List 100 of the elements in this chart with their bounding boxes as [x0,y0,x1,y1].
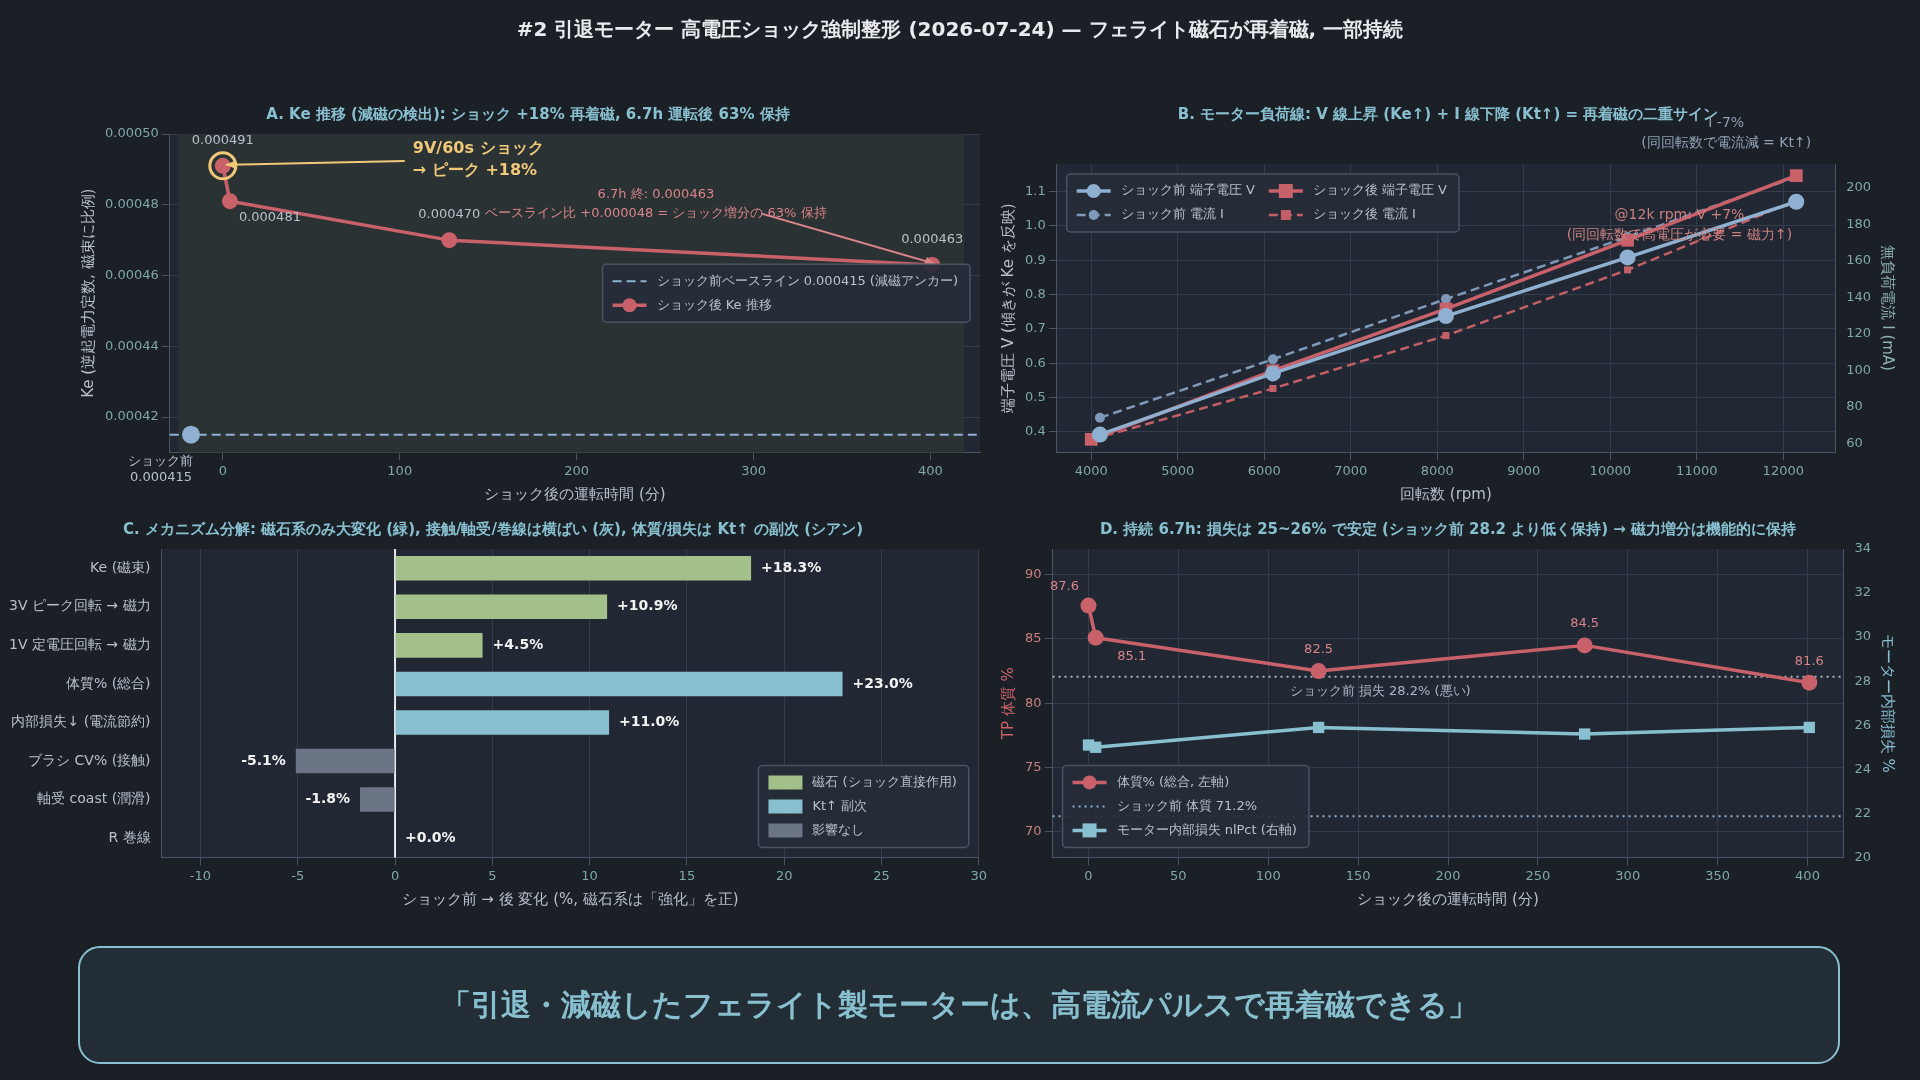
data-label: -5.1% [241,751,286,768]
x-tick-label: 5 [488,867,497,883]
x-tick-label: 400 [1795,867,1820,883]
y2-tick-label: 24 [1854,760,1871,776]
legend-label: モーター内部損失 nlPct (右軸) [1116,821,1297,837]
y-tick-label: 0.8 [1024,285,1046,301]
data-label: ショック前 0.000415 [128,452,194,484]
x-axis-title: 回転数 (rpm) [1400,484,1492,503]
data-label: 85.1 [1117,647,1147,663]
point [1312,721,1325,734]
point [1091,426,1108,443]
y-tick-label: 0.6 [1024,354,1046,370]
point [1442,332,1450,340]
x-tick-label: 30 [970,867,987,883]
x-tick-label: 50 [1170,867,1187,883]
y-tick-label: Ke (磁束) [90,558,151,575]
legend-label: Kt↑ 副次 [812,797,868,813]
x-tick-label: 12000 [1762,462,1804,478]
x-tick-label: 5000 [1161,462,1195,478]
legend-label: ショック後 電流 I [1312,206,1416,222]
x-tick-label: 8000 [1420,462,1454,478]
x-axis-title: ショック後の運転時間 (分) [1357,889,1539,908]
point [1578,728,1591,740]
y-tick-label: 90 [1025,566,1042,582]
legend-label: ショック後 端子電圧 V [1312,182,1448,198]
y-tick-label: 1.1 [1024,182,1046,198]
point [1087,629,1104,646]
y-tick-label: 0.00048 [104,196,159,212]
x-tick-label: 300 [741,462,766,478]
bar [295,748,395,774]
annotation: 9V/60s ショック → ピーク +18% [412,138,544,180]
x-tick-label: 15 [678,867,696,883]
y-tick-label: 軸受 coast (潤滑) [37,790,151,807]
y2-tick-label: 34 [1854,540,1871,556]
x-tick-label: 200 [1435,867,1461,883]
point [1269,384,1277,393]
x-tick-label: 20 [775,867,793,883]
y-tick-label: 0.00046 [104,266,159,282]
y-tick-label: R 巻線 [108,828,151,845]
bar [395,710,610,735]
x-tick-label: 9000 [1507,462,1541,478]
chart-title: A. Ke 推移 (減磁の検出): ショック +18% 再着磁, 6.7h 運転後 63% 保持 [266,104,790,123]
point [221,193,238,210]
x-axis-title: ショック前 → 後 変化 (%, 磁石系は「強化」を正) [401,889,739,908]
bar [360,787,395,812]
data-label: +4.5% [492,636,544,653]
y2-tick-label: 26 [1854,716,1871,732]
x-axis-title: ショック後の運転時間 (分) [484,484,666,503]
data-label: 87.6 [1050,577,1079,593]
y-tick-label: 0.00050 [104,125,159,141]
y-axis-title: TP 体質 % [998,667,1017,741]
y2-tick-label: 30 [1854,628,1871,644]
annotation: 6.7h 終: 0.000463 ベースライン比 +0.000048 = ショック増分の 63% 保持 [485,185,827,220]
y-tick-label: ブラシ CV% (接触) [28,751,151,768]
y-tick-label: 0.4 [1024,423,1046,439]
y-tick-label: 1.0 [1024,217,1046,233]
point [1080,597,1097,614]
y2-axis-title: モーター内部損失 % [1879,633,1898,773]
x-tick-label: 100 [1255,867,1281,883]
point [1090,741,1102,753]
point [1094,412,1105,423]
data-label: 84.5 [1570,615,1600,631]
y2-tick-label: 80 [1846,398,1863,414]
x-tick-label: 10000 [1589,462,1631,478]
x-tick-label: -5 [291,867,305,883]
point [441,232,458,249]
x-tick-label: 200 [564,462,590,478]
point [1624,266,1632,274]
x-tick-label: 300 [1615,867,1641,883]
ref-line-label: ショック前 損失 28.2% (悪い) [1289,682,1471,698]
data-label: 0.000470 [418,206,481,222]
x-tick-label: 350 [1705,867,1731,883]
point [1310,663,1327,680]
data-label: +23.0% [852,674,913,691]
y2-tick-label: 120 [1846,325,1872,341]
y-axis-title: 端子電圧 V (傾きが Ke を反映) [998,203,1017,413]
data-label: 82.5 [1304,641,1334,657]
data-label: +11.0% [619,713,680,730]
x-tick-label: -10 [189,867,212,883]
text: #2 引退モーター 高電圧ショック強制整形 (2026-07-24) — フェライト磁石が再着磁, 一部持続 [515,16,1405,43]
y-tick-label: 1V 定電圧回転 → 磁力 [8,636,151,653]
y-tick-label: 0.00044 [104,337,159,353]
y2-tick-label: 160 [1846,252,1872,268]
x-tick-label: 6000 [1247,462,1281,478]
y2-tick-label: 100 [1846,361,1872,377]
chart-title: D. 持続 6.7h: 損失は 25~26% で安定 (ショック前 28.2 より低く保持) → 磁力増分は機能的に保持 [1099,519,1797,538]
y-tick-label: 0.00042 [104,408,159,424]
x-tick-label: 25 [873,867,890,883]
point [1619,249,1636,266]
bar [395,633,483,658]
x-tick-label: 100 [387,462,413,478]
point [1803,721,1815,734]
y2-tick-label: 32 [1854,584,1871,600]
bar [395,671,843,697]
y-tick-label: 70 [1025,823,1042,839]
x-tick-label: 4000 [1074,462,1108,478]
y2-tick-label: 20 [1854,848,1871,864]
y-tick-label: 体質% (総合) [65,674,151,691]
legend-label: 磁石 (ショック直接作用) [811,773,957,789]
point [1576,637,1593,654]
